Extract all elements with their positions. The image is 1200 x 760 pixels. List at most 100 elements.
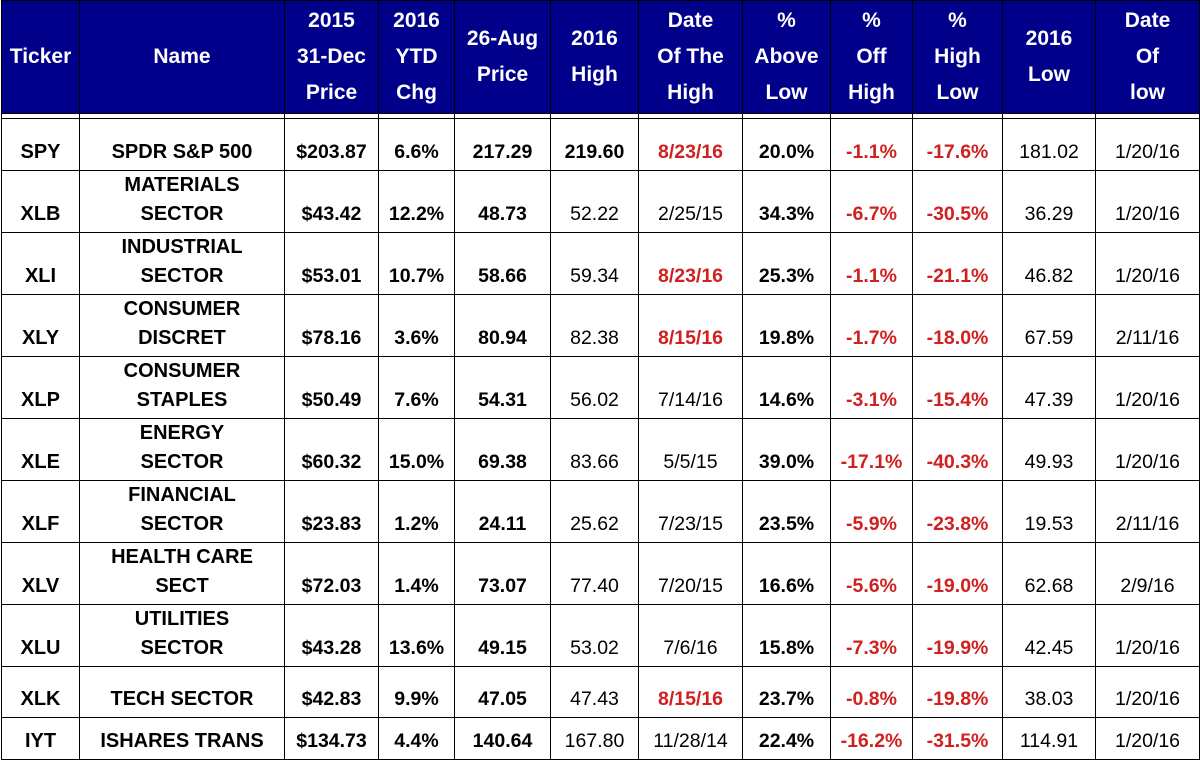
name-line: UTILITIES [134,608,230,630]
high-2016-cell: 77.40 [550,542,639,605]
header-line: Above [754,45,819,68]
price-2015-cell: $72.03 [284,542,379,605]
ticker-cell: XLU [1,604,80,667]
header-line: % [862,9,881,32]
price-2015-cell: $23.83 [284,480,379,543]
ytd-chg-cell: 13.6% [378,604,455,667]
table-row: IYT ISHARES TRANS $134.73 4.4% 140.64 167.80 1… [1,717,1200,760]
ticker-cell: IYT [1,717,80,760]
low-2016-cell: 46.82 [1002,232,1096,295]
ytd-chg-cell: 10.7% [378,232,455,295]
header-line: High [934,45,981,68]
low-2016-cell: 47.39 [1002,356,1096,419]
header-above-low: % Above Low [742,0,831,114]
price-2015-cell: $42.83 [284,666,379,718]
header-line: 2016 [571,27,618,50]
name-line: SECTOR [140,203,224,225]
ticker-cell: XLI [1,232,80,295]
header-line: % [777,9,796,32]
off-high-cell: -1.1% [830,232,913,295]
date-low-cell: 1/20/16 [1095,356,1200,419]
name-cell: CONSUMER DISCRET [79,294,285,357]
above-low-cell: 15.8% [742,604,831,667]
name-line: HEALTH CARE [111,546,253,568]
table-row: XLF FINANCIAL SECTOR $23.83 1.2% 24.11 25.62 7/… [1,480,1200,543]
price-aug-cell: 80.94 [454,294,551,357]
above-low-cell: 39.0% [742,418,831,481]
date-low-cell: 1/20/16 [1095,666,1200,718]
header-line: Date [667,9,714,32]
name-cell: TECH SECTOR [79,666,285,718]
low-2016-cell: 62.68 [1002,542,1096,605]
header-line: High [848,81,895,104]
high-2016-cell: 47.43 [550,666,639,718]
header-line: 26-Aug [466,27,539,50]
low-2016-cell: 36.29 [1002,170,1096,233]
ytd-chg-cell: 4.4% [378,717,455,760]
low-2016-cell: 67.59 [1002,294,1096,357]
header-line: 2015 [308,9,355,32]
high-2016-cell: 219.60 [550,118,639,171]
price-aug-cell: 140.64 [454,717,551,760]
high-low-cell: -18.0% [912,294,1003,357]
header-line: Low [936,81,979,104]
header-line: 2016 [1025,27,1073,50]
name-line: ISHARES TRANS [100,730,264,752]
header-high-low: % High Low [912,0,1003,114]
header-line: Chg [396,81,437,104]
name-line: STAPLES [136,389,228,411]
ticker-cell: XLY [1,294,80,357]
high-2016-cell: 59.34 [550,232,639,295]
ticker-cell: XLF [1,480,80,543]
price-aug-cell: 73.07 [454,542,551,605]
above-low-cell: 23.7% [742,666,831,718]
date-low-cell: 1/20/16 [1095,118,1200,171]
high-low-cell: -17.6% [912,118,1003,171]
high-low-cell: -19.8% [912,666,1003,718]
low-2016-cell: 181.02 [1002,118,1096,171]
table-row: XLE ENERGY SECTOR $60.32 15.0% 69.38 83.66 5/5/… [1,418,1200,481]
ytd-chg-cell: 9.9% [378,666,455,718]
header-price-2015: 2015 31-Dec Price [284,0,379,114]
price-aug-cell: 54.31 [454,356,551,419]
above-low-cell: 16.6% [742,542,831,605]
price-2015-cell: $50.49 [284,356,379,419]
date-high-cell: 8/23/16 [638,232,743,295]
table-row: XLB MATERIALS SECTOR $43.42 12.2% 48.73 52.22 2… [1,170,1200,233]
name-line: TECH SECTOR [110,688,254,710]
low-2016-cell: 49.93 [1002,418,1096,481]
high-low-cell: -40.3% [912,418,1003,481]
date-low-cell: 1/20/16 [1095,604,1200,667]
high-low-cell: -31.5% [912,717,1003,760]
table-row: XLI INDUSTRIAL SECTOR $53.01 10.7% 58.66 59.34… [1,232,1200,295]
price-2015-cell: $43.28 [284,604,379,667]
name-line: SECTOR [140,637,224,659]
name-line: CONSUMER [123,360,241,382]
price-2015-cell: $60.32 [284,418,379,481]
name-cell: UTILITIES SECTOR [79,604,285,667]
name-line: DISCRET [138,327,226,349]
ticker-cell: XLE [1,418,80,481]
high-2016-cell: 82.38 [550,294,639,357]
ytd-chg-cell: 6.6% [378,118,455,171]
date-high-cell: 7/20/15 [638,542,743,605]
price-aug-cell: 217.29 [454,118,551,171]
header-price-aug: 26-Aug Price [454,0,551,114]
header-line: Off [856,45,887,68]
ytd-chg-cell: 7.6% [378,356,455,419]
header-off-high: % Off High [830,0,913,114]
date-low-cell: 1/20/16 [1095,170,1200,233]
name-cell: MATERIALS SECTOR [79,170,285,233]
ticker-cell: XLP [1,356,80,419]
date-low-cell: 1/20/16 [1095,717,1200,760]
off-high-cell: -6.7% [830,170,913,233]
name-line: SECT [155,575,209,597]
header-line: 31-Dec [297,45,366,68]
name-line: MATERIALS [124,174,240,196]
name-cell: INDUSTRIAL SECTOR [79,232,285,295]
header-line: Price [305,81,358,104]
name-cell: SPDR S&P 500 [79,118,285,171]
name-line: FINANCIAL [128,484,236,506]
low-2016-cell: 114.91 [1002,717,1096,760]
off-high-cell: -16.2% [830,717,913,760]
